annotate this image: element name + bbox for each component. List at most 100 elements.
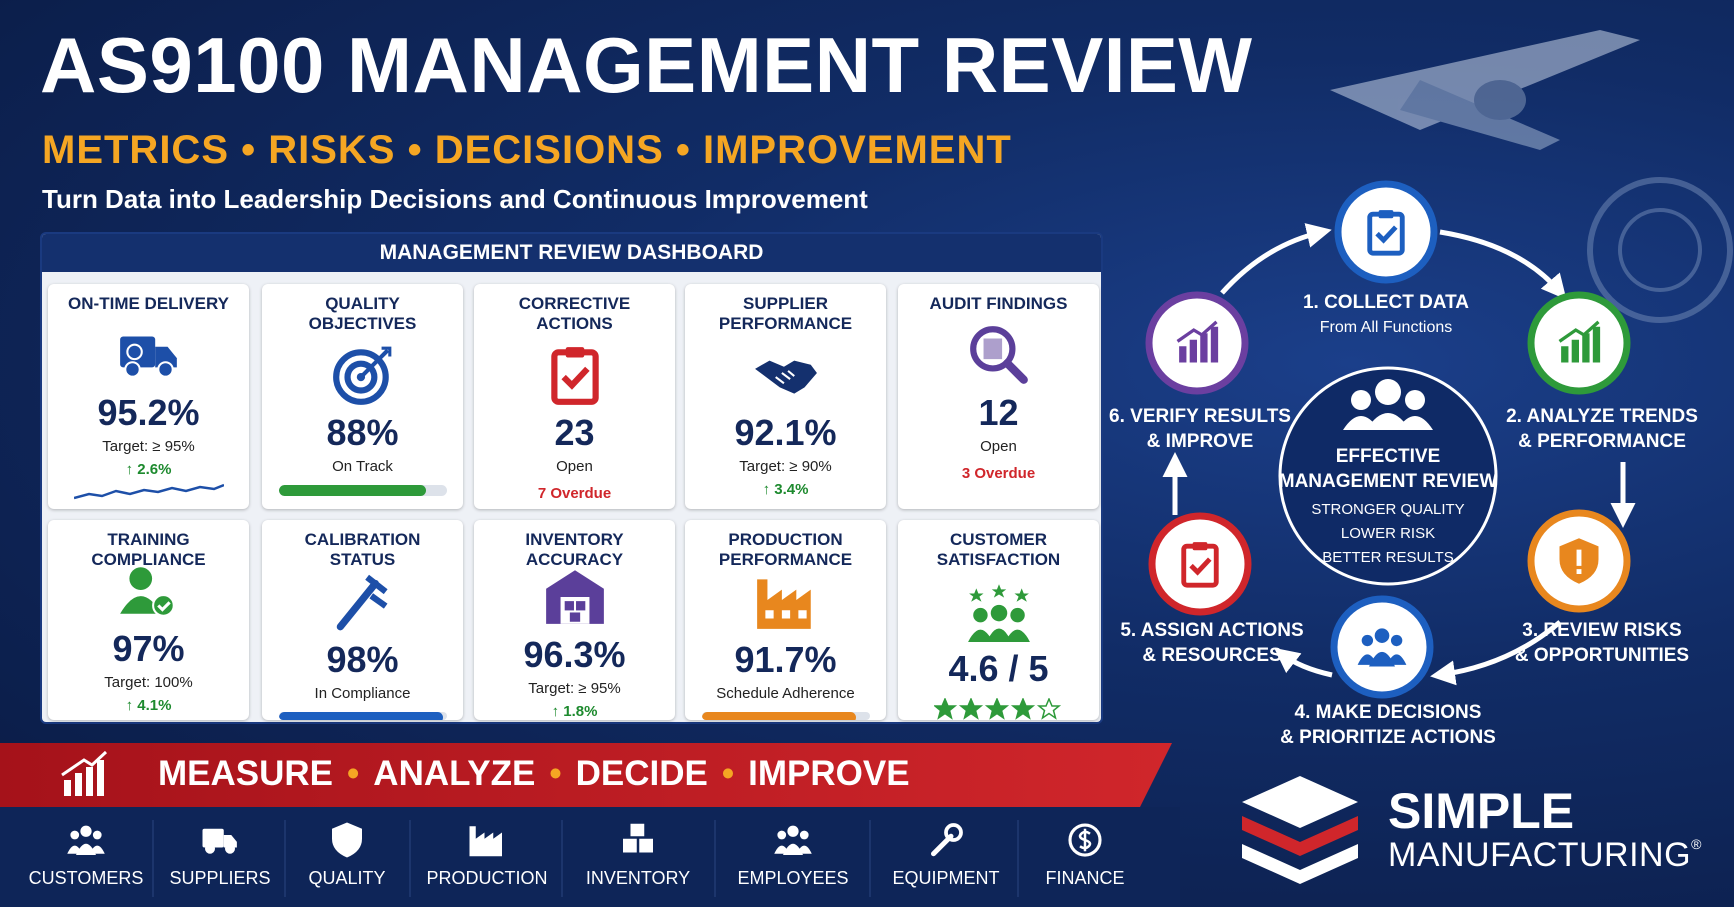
banner	[0, 743, 1172, 807]
card-title: AUDIT FINDINGS	[929, 294, 1068, 313]
card-icon-art	[969, 326, 1028, 384]
step-icon	[1367, 210, 1405, 256]
separator: •	[347, 754, 360, 793]
footer-icon	[67, 825, 105, 855]
progress-track	[278, 485, 447, 496]
kpi-card: SUPPLIER PERFORMANCE 92.1% Target: ≥ 90% ↑ …	[685, 284, 886, 509]
kpi-card: CALIBRATION STATUS 98% In Compliance	[262, 520, 463, 720]
card-note: Target: ≥ 95%	[528, 680, 621, 697]
step-line: 6. VERIFY RESULTS	[1109, 406, 1291, 427]
step-label: 6. VERIFY RESULTS & IMPROVE	[1109, 404, 1291, 454]
banner-icon	[61, 750, 108, 796]
footer-item: PRODUCTION	[426, 868, 548, 888]
card-title: TRAINING COMPLIANCE	[91, 530, 206, 569]
card-icon-art	[332, 346, 391, 405]
center-label: EFFECTIVE MANAGEMENT REVIEW STRONGER QUALI…	[1279, 444, 1498, 570]
step-circle	[1330, 595, 1434, 699]
step-icon	[1357, 628, 1407, 667]
card-icon-art	[756, 578, 811, 629]
card-title: PRODUCTION PERFORMANCE	[718, 530, 853, 569]
card-title: QUALITY OBJECTIVES	[308, 294, 417, 333]
center-icon	[1343, 379, 1433, 430]
card-title: CORRECTIVE ACTIONS	[518, 294, 631, 333]
rating-stars	[933, 698, 1061, 720]
card-trend: ↑ 3.4%	[762, 481, 809, 498]
banner-word: MEASURE	[158, 754, 334, 793]
card-icon	[962, 322, 1036, 388]
kpi-card: PRODUCTION PERFORMANCE 91.7% Schedule Adhe…	[685, 520, 886, 720]
step-label: 3. REVIEW RISKS & OPPORTUNITIES	[1515, 618, 1689, 668]
banner-text: MEASURE • ANALYZE • DECIDE • IMPROVE	[158, 754, 910, 794]
footer-icon	[1068, 823, 1102, 857]
footer-item: INVENTORY	[585, 868, 691, 888]
step-icon	[1559, 538, 1599, 584]
progress-fill	[278, 485, 427, 496]
sparkline	[73, 483, 224, 500]
footer-icon	[623, 823, 653, 853]
page-title: AS9100 MANAGEMENT REVIEW	[40, 21, 1253, 109]
card-title: CALIBRATION STATUS	[304, 530, 421, 569]
dashboard-title: MANAGEMENT REVIEW DASHBOARD	[42, 234, 1101, 272]
cycle-arrows	[1162, 223, 1636, 686]
card-value: 92.1%	[734, 412, 837, 453]
kpi-card: CUSTOMER SATISFACTION 4.6 / 5	[898, 520, 1099, 720]
footer-bar	[0, 807, 1180, 907]
card-note: Open	[980, 438, 1017, 455]
card-value: 23	[554, 412, 595, 453]
plane	[1330, 30, 1733, 323]
center-title: MANAGEMENT REVIEW	[1278, 471, 1498, 492]
step-icon	[1176, 320, 1219, 363]
card-title: CUSTOMER SATISFACTION	[936, 530, 1061, 569]
card-trend: ↑ 4.1%	[125, 697, 172, 714]
progress-fill	[278, 711, 444, 720]
footer-item: SUPPLIERS	[169, 868, 271, 888]
card-value: 98%	[326, 638, 399, 680]
card-icon	[326, 342, 400, 408]
step-icon	[1558, 320, 1601, 363]
card-title: INVENTORY ACCURACY	[525, 530, 624, 569]
step-line: & IMPROVE	[1146, 431, 1254, 452]
step-line: & RESOURCES	[1142, 645, 1282, 666]
card-note: Schedule Adherence	[716, 684, 855, 702]
card-title: ON-TIME DELIVERY	[68, 294, 229, 313]
card-title: SUPPLIER PERFORMANCE	[718, 294, 853, 333]
footer-item: EMPLOYEES	[737, 868, 849, 888]
card-icon-art	[545, 570, 604, 624]
card-alert: 7 Overdue	[537, 485, 612, 502]
step-label: 4. MAKE DECISIONS & PRIORITIZE ACTIONS	[1280, 700, 1496, 750]
step-line: & PRIORITIZE ACTIONS	[1280, 727, 1496, 748]
card-value: 91.7%	[734, 638, 837, 680]
center-title: EFFECTIVE	[1335, 446, 1441, 467]
step-line: 2. ANALYZE TRENDS	[1506, 406, 1698, 427]
card-icon	[749, 342, 823, 408]
progress-fill	[701, 711, 856, 720]
card-icon	[962, 578, 1036, 644]
card-value: 96.3%	[523, 634, 626, 675]
dashboard-panel: MANAGEMENT REVIEW DASHBOARD ON-TIME DELI…	[40, 232, 1103, 724]
card-trend: ↑ 1.8%	[551, 703, 598, 720]
step-label: 2. ANALYZE TRENDS & PERFORMANCE	[1506, 404, 1698, 454]
center-points: STRONGER QUALITY LOWER RISK BETTER RESULTS	[1279, 498, 1498, 570]
card-icon-art	[967, 584, 1030, 642]
step-sub: From All Functions	[1319, 319, 1453, 336]
logo-name: SIMPLE	[1388, 783, 1575, 839]
footer-icon	[774, 825, 812, 855]
step-line: & PERFORMANCE	[1518, 431, 1686, 452]
card-alert: 3 Overdue	[961, 465, 1036, 482]
logo-sub: MANUFACTURING®	[1388, 836, 1702, 875]
step-line: 5. ASSIGN ACTIONS	[1120, 620, 1304, 641]
step-line: & OPPORTUNITIES	[1514, 645, 1690, 666]
step-line: 4. MAKE DECISIONS	[1294, 702, 1482, 723]
card-icon	[538, 564, 612, 630]
banner-word: IMPROVE	[748, 754, 910, 793]
step-icon	[1181, 542, 1219, 588]
card-value: 88%	[326, 412, 399, 453]
logo-icon	[1242, 776, 1358, 884]
card-icon	[112, 558, 186, 624]
card-icon	[112, 322, 186, 388]
card-icon	[326, 569, 400, 635]
footer-item: EQUIPMENT	[892, 868, 1000, 888]
footer-icon	[931, 823, 963, 857]
